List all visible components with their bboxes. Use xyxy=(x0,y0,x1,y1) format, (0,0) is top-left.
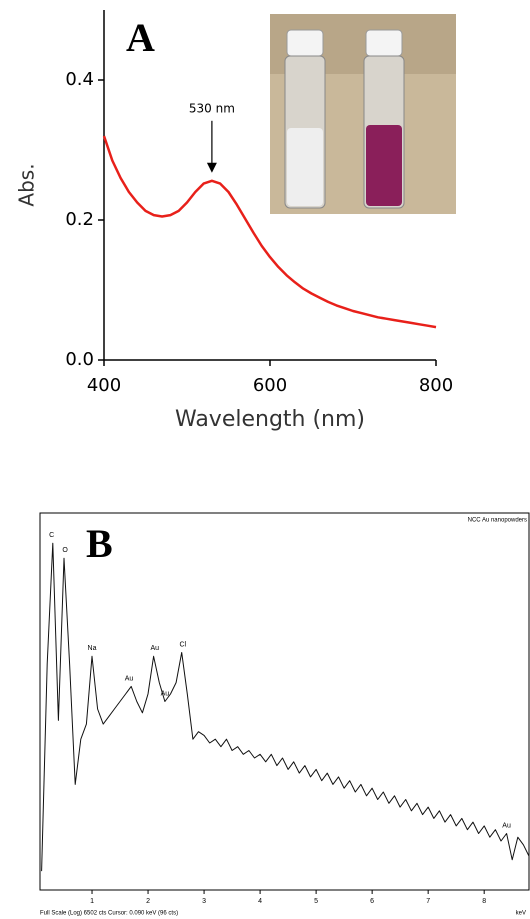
x-tick-label: 1 xyxy=(90,898,94,905)
data-line xyxy=(102,135,437,329)
peak-label: Na xyxy=(88,645,97,652)
peak-label: Au xyxy=(150,645,159,652)
peak-label: Cl xyxy=(179,641,186,648)
plot-frame xyxy=(39,512,530,891)
y-tick-label: 0.2 xyxy=(65,209,94,230)
x-tick-label: 6 xyxy=(370,898,374,905)
annotation-arrowhead xyxy=(206,162,217,173)
peak-label: Au xyxy=(161,690,170,697)
x-tick-label: 7 xyxy=(426,898,430,905)
inset-photo xyxy=(270,14,456,214)
annotation: 530 nm xyxy=(189,101,235,115)
x-tick-label: 8 xyxy=(482,898,486,905)
x-tick-label: 600 xyxy=(253,375,287,396)
y-axis-label: Abs. xyxy=(15,163,39,206)
x-axis-label: keV xyxy=(516,911,526,917)
y-tick-label: 0.0 xyxy=(65,349,94,370)
peak-label: C xyxy=(49,532,54,539)
peak-label: Au xyxy=(502,822,511,829)
x-tick-label: 800 xyxy=(419,375,453,396)
y-tick-label: 0.4 xyxy=(65,69,94,90)
chart-title: NCC Au nanopowders xyxy=(468,518,527,524)
panel-label: B xyxy=(86,521,113,566)
data-line xyxy=(41,542,530,872)
peak-label: O xyxy=(62,547,68,554)
x-tick-label: 5 xyxy=(314,898,318,905)
x-tick-label: 2 xyxy=(146,898,150,905)
x-axis-label: Wavelength (nm) xyxy=(175,407,365,432)
panel-label: A xyxy=(126,15,155,60)
x-tick-label: 3 xyxy=(202,898,206,905)
x-tick-label: 400 xyxy=(87,375,121,396)
footer: Full Scale (Log) 6502 cts Cursor: 0.090 … xyxy=(40,911,178,917)
peak-label: Au xyxy=(125,675,134,682)
x-tick-label: 4 xyxy=(258,898,262,905)
